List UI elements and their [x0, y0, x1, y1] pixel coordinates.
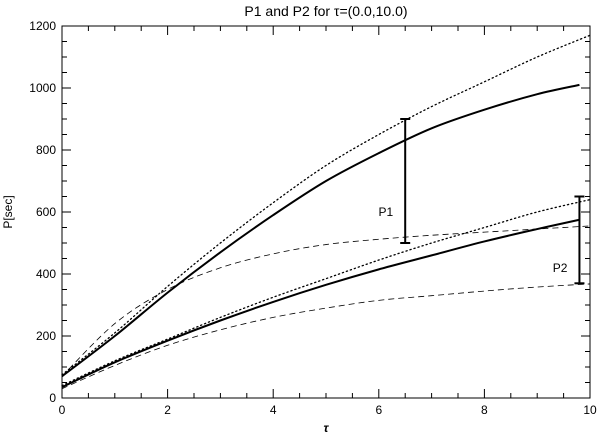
series-line-4-dotted: [61, 198, 591, 387]
series-group: [61, 34, 591, 390]
series-line-2-dashed: [61, 225, 591, 377]
x-tick-label-5: 10: [583, 403, 597, 417]
y-tick-label-4: 800: [36, 143, 56, 157]
x-tick-label-0: 0: [59, 403, 66, 417]
x-tick-label-1: 2: [164, 403, 171, 417]
y-tick-label-1: 200: [36, 329, 56, 343]
annotation-label-p1: P1: [379, 205, 394, 219]
y-tick-label-2: 400: [36, 267, 56, 281]
series-line-1-dotted: [61, 34, 591, 376]
series-line-0-solid: [61, 83, 580, 378]
plot-frame: [61, 25, 591, 399]
x-axis-title: τ: [324, 421, 330, 435]
series-line-3-solid: [61, 218, 580, 389]
x-tick-label-2: 4: [270, 403, 277, 417]
series-line-5-dashed: [61, 283, 591, 390]
x-tick-label-4: 8: [481, 403, 488, 417]
annotations: P1 P2: [379, 118, 585, 285]
annotation-label-p2: P2: [553, 261, 568, 275]
y-tick-label-6: 1200: [29, 19, 56, 33]
y-tick-label-3: 600: [36, 205, 56, 219]
y-axis-title: P[sec]: [1, 195, 15, 228]
y-tick-label-0: 0: [49, 391, 56, 405]
x-tick-label-3: 6: [375, 403, 382, 417]
chart-title: P1 and P2 for τ=(0.0,10.0): [244, 3, 407, 19]
axes: 0 2 4 6 8 10 0 200 400 600 800 1000 1200: [29, 19, 597, 417]
y-tick-label-5: 1000: [29, 81, 56, 95]
